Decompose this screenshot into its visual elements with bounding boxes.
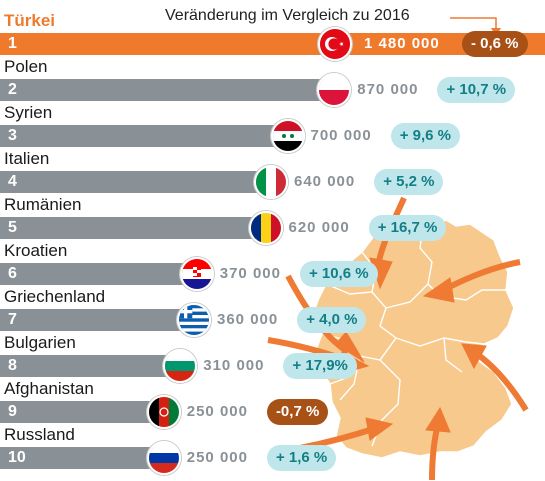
syria-flag bbox=[270, 119, 305, 153]
bar bbox=[0, 125, 289, 147]
category-label: Afghanistan bbox=[4, 379, 94, 398]
change-badge: -0,7 % bbox=[266, 399, 329, 425]
rank-label: 9 bbox=[8, 403, 17, 420]
data-label: 310 000 bbox=[203, 357, 265, 374]
bar bbox=[0, 217, 267, 239]
turkey-flag bbox=[318, 27, 352, 61]
category-label: Griechenland bbox=[4, 287, 106, 306]
category-label: Rumänien bbox=[4, 195, 82, 214]
change-badge: + 5,2 % bbox=[374, 169, 444, 195]
bar bbox=[0, 171, 272, 193]
data-label: 700 000 bbox=[310, 127, 372, 144]
category-label: Bulgarien bbox=[4, 333, 76, 352]
bar bbox=[0, 401, 165, 423]
data-label: 1 480 000 bbox=[364, 35, 440, 52]
category-label: Syrien bbox=[4, 103, 53, 122]
change-badge: + 10,7 % bbox=[437, 77, 516, 103]
bar bbox=[0, 79, 336, 101]
change-badge: + 16,7 % bbox=[368, 215, 447, 241]
category-label: Italien bbox=[4, 149, 50, 168]
rank-label: 8 bbox=[8, 357, 17, 374]
bar bbox=[0, 33, 545, 55]
change-badge: + 17,9% bbox=[283, 353, 357, 379]
bar bbox=[0, 447, 165, 469]
data-label: 250 000 bbox=[186, 449, 248, 466]
change-badge: + 1,6 % bbox=[266, 445, 337, 471]
data-label: 870 000 bbox=[357, 81, 419, 98]
greece-flag bbox=[177, 303, 211, 337]
romania-flag bbox=[248, 211, 283, 245]
category-label: Türkei bbox=[4, 11, 56, 30]
data-label: 360 000 bbox=[217, 311, 279, 328]
russia-flag bbox=[146, 441, 181, 475]
category-label: Kroatien bbox=[4, 241, 68, 260]
afghanistan-flag bbox=[146, 395, 181, 429]
rank-label: 5 bbox=[8, 219, 17, 236]
data-label: 370 000 bbox=[219, 265, 281, 282]
rank-label: 7 bbox=[8, 311, 17, 328]
data-label: 640 000 bbox=[294, 173, 356, 190]
bar bbox=[0, 309, 195, 331]
change-header-note: Veränderung im Vergleich zu 2016 bbox=[165, 7, 410, 24]
rank-label: 2 bbox=[8, 81, 17, 98]
change-badge: + 9,6 % bbox=[390, 123, 460, 149]
data-label: 620 000 bbox=[288, 219, 350, 236]
bar bbox=[0, 355, 182, 377]
change-badge: + 4,0 % bbox=[297, 307, 367, 333]
poland-flag bbox=[317, 73, 352, 107]
rank-label: 1 bbox=[8, 35, 17, 52]
croatia-flag bbox=[179, 257, 214, 291]
bulgaria-flag bbox=[163, 349, 198, 383]
category-label: Russland bbox=[4, 425, 75, 444]
change-badge: - 0,6 % bbox=[462, 31, 528, 57]
rank-label: 6 bbox=[8, 265, 17, 282]
rank-label: 3 bbox=[8, 127, 17, 144]
category-label: Polen bbox=[4, 57, 48, 76]
bar bbox=[0, 263, 198, 285]
rank-label: 4 bbox=[8, 173, 17, 190]
change-badge: + 10,6 % bbox=[299, 261, 378, 287]
data-label: 250 000 bbox=[186, 403, 248, 420]
italy-flag bbox=[254, 165, 288, 199]
rank-label: 10 bbox=[8, 449, 26, 466]
